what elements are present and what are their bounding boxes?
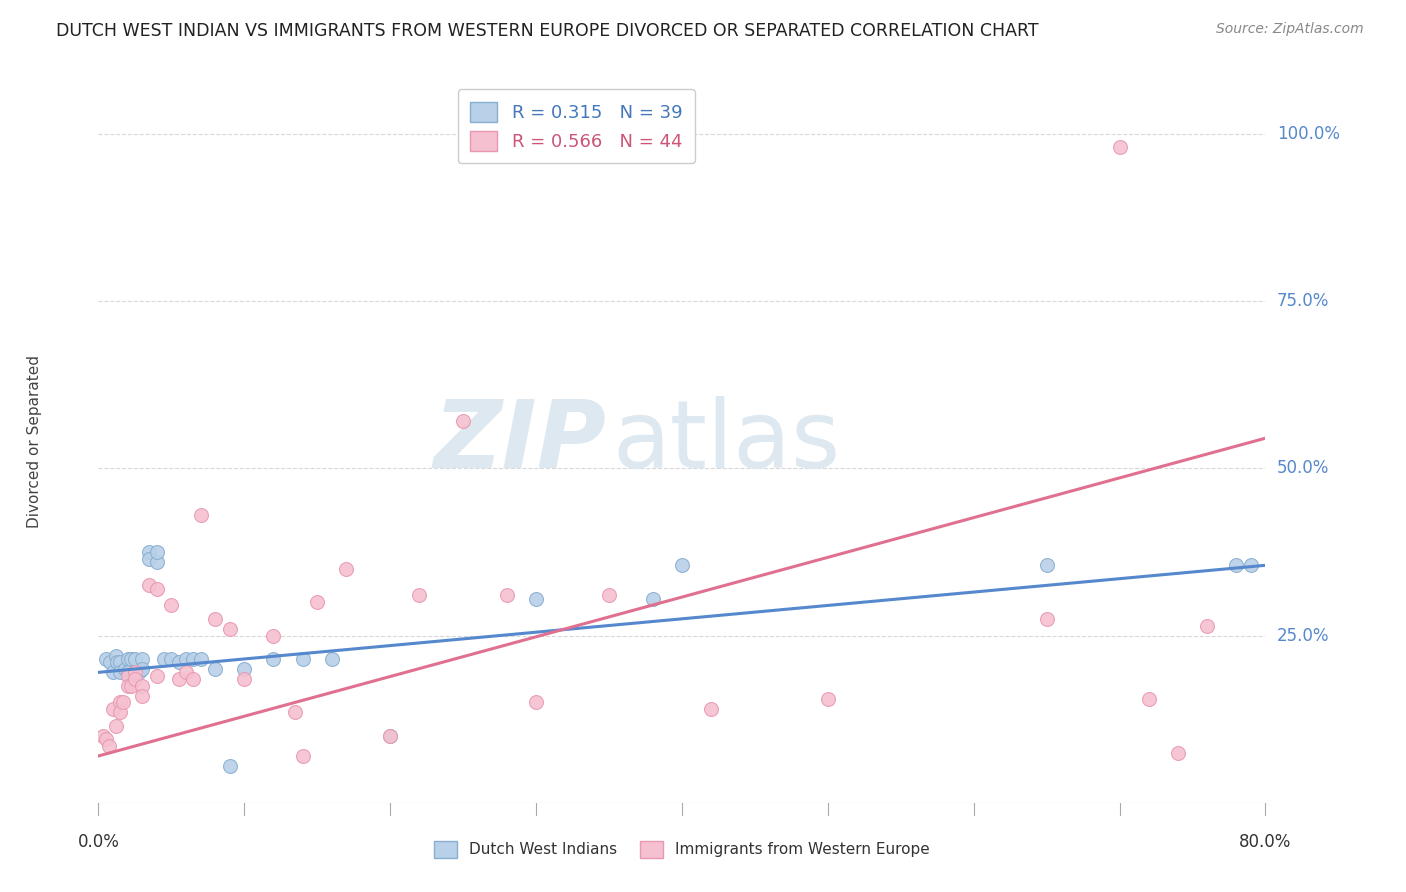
Point [167,655,190,669]
Point [291,749,314,764]
Point [105,655,128,669]
Point [104,719,127,733]
Point [380,729,402,743]
Point [598,589,620,603]
Point [131,689,153,703]
Point [124,652,146,666]
Point [110,706,132,720]
Point [146,582,169,596]
Point [91,729,114,743]
Point [335,562,357,576]
Point [131,662,153,676]
Point [112,696,135,710]
Point [321,652,343,666]
Point [218,759,240,773]
Point [138,578,160,592]
Point [124,665,146,680]
Point [146,669,169,683]
Point [174,665,197,680]
Text: 80.0%: 80.0% [1239,833,1292,851]
Text: 0.0%: 0.0% [77,833,120,851]
Point [817,692,839,706]
Point [1240,558,1263,573]
Point [1225,558,1247,573]
Point [138,551,160,566]
Point [104,648,127,663]
Text: DUTCH WEST INDIAN VS IMMIGRANTS FROM WESTERN EUROPE DIVORCED OR SEPARATED CORREL: DUTCH WEST INDIAN VS IMMIGRANTS FROM WES… [56,22,1039,40]
Point [120,679,142,693]
Point [128,665,150,680]
Point [174,652,197,666]
Point [101,702,124,716]
Point [94,652,117,666]
Point [190,508,212,523]
Point [1137,692,1160,706]
Point [218,622,240,636]
Text: ZIP: ZIP [433,395,606,488]
Point [120,652,142,666]
Text: 50.0%: 50.0% [1277,459,1330,477]
Point [233,662,256,676]
Point [181,672,204,686]
Point [524,696,547,710]
Point [138,545,160,559]
Text: Divorced or Separated: Divorced or Separated [27,355,42,528]
Point [131,679,153,693]
Point [284,706,307,720]
Point [1035,612,1057,626]
Point [110,655,132,669]
Point [204,612,226,626]
Point [291,652,314,666]
Text: Source: ZipAtlas.com: Source: ZipAtlas.com [1216,22,1364,37]
Point [146,545,169,559]
Legend: Dutch West Indians, Immigrants from Western Europe: Dutch West Indians, Immigrants from West… [427,835,936,863]
Point [124,672,146,686]
Point [408,589,430,603]
Point [160,599,183,613]
Point [124,665,146,680]
Point [1108,140,1130,154]
Point [167,672,190,686]
Point [1195,618,1218,632]
Point [451,414,474,429]
Point [233,672,256,686]
Point [1035,558,1057,573]
Point [190,652,212,666]
Point [153,652,176,666]
Point [641,591,664,606]
Point [98,655,121,669]
Point [117,669,139,683]
Point [117,652,139,666]
Text: 100.0%: 100.0% [1277,125,1340,143]
Point [114,662,136,676]
Point [1167,746,1189,760]
Point [700,702,723,716]
Point [307,595,329,609]
Point [524,591,547,606]
Point [262,628,284,642]
Point [496,589,519,603]
Point [181,652,204,666]
Point [117,679,139,693]
Point [110,696,132,710]
Point [94,732,117,747]
Text: 75.0%: 75.0% [1277,292,1330,310]
Point [117,665,139,680]
Point [146,555,169,569]
Point [101,665,124,680]
Text: 25.0%: 25.0% [1277,626,1330,645]
Point [97,739,120,753]
Text: atlas: atlas [612,395,841,488]
Point [110,665,132,680]
Point [160,652,183,666]
Point [380,729,402,743]
Point [262,652,284,666]
Point [204,662,226,676]
Point [671,558,693,573]
Point [131,652,153,666]
